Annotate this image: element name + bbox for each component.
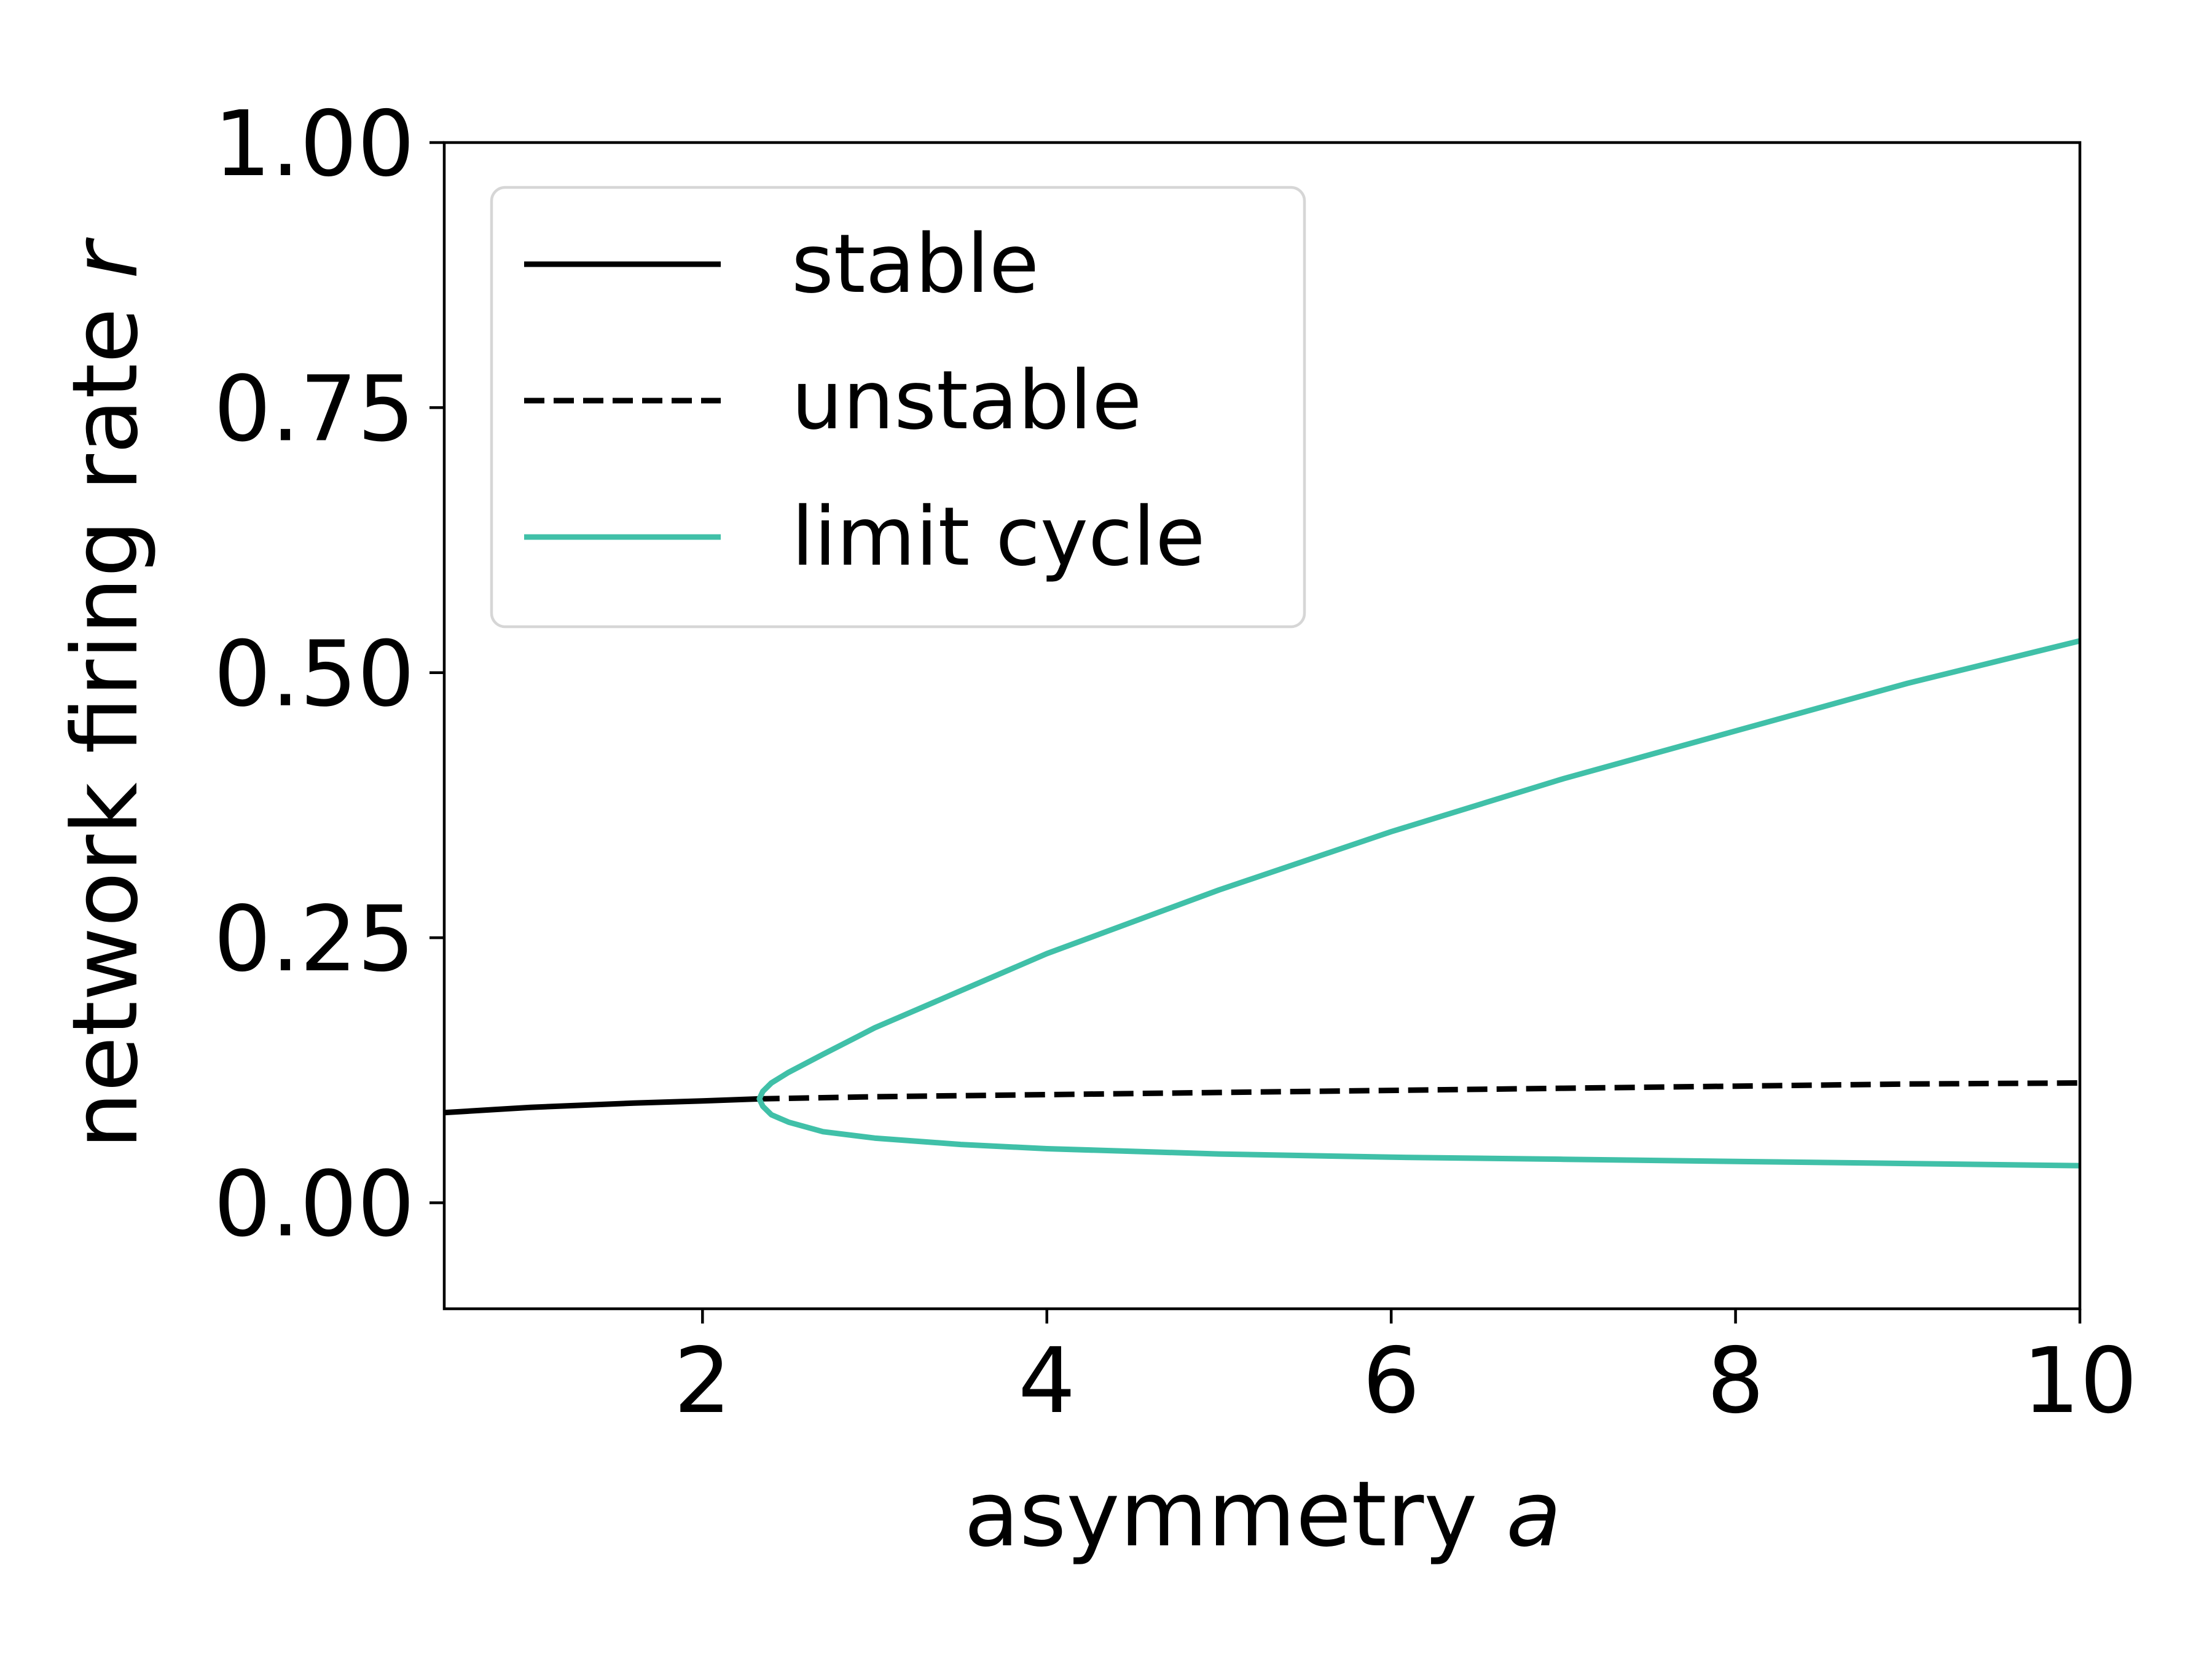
x-axis-label-text: asymmetry [964,1462,1478,1567]
legend-label: unstable [791,353,1142,448]
y-tick-label: 0.75 [214,356,415,461]
x-tick-label: 2 [674,1328,732,1433]
plot-frame [442,141,2082,1311]
legend-label: limit cycle [791,490,1205,584]
x-tick-label: 10 [2022,1328,2137,1433]
y-tick-label: 0.00 [214,1151,415,1257]
x-axis-label: asymmetry a [964,1462,1561,1567]
legend: stable unstable limit cycle [490,186,1306,629]
series-layer [444,638,2080,1169]
x-axis: 2 4 6 8 10 [674,1309,2138,1433]
x-tick-label: 4 [1018,1328,1076,1433]
y-tick-label: 1.00 [214,92,415,197]
y-axis: 0.00 0.25 0.50 0.75 1.00 [214,92,444,1257]
series-line-limit-cycle [756,638,2080,1169]
x-tick-label: 8 [1707,1328,1765,1433]
series-line-stable [444,1096,759,1116]
x-axis-label-symbol: a [1506,1462,1561,1567]
legend-box [490,186,1306,629]
y-axis-label-text: network firing rate [53,308,158,1149]
legend-label: stable [791,217,1039,312]
y-axis-label: network firing rate r [53,237,158,1149]
y-tick-label: 0.25 [214,887,415,992]
legend-entries: stable unstable limit cycle [524,217,1205,584]
y-tick-label: 0.50 [214,622,415,727]
y-axis-label-symbol: r [53,237,158,279]
x-tick-label: 6 [1362,1328,1420,1433]
series-line-unstable [759,1080,2080,1102]
